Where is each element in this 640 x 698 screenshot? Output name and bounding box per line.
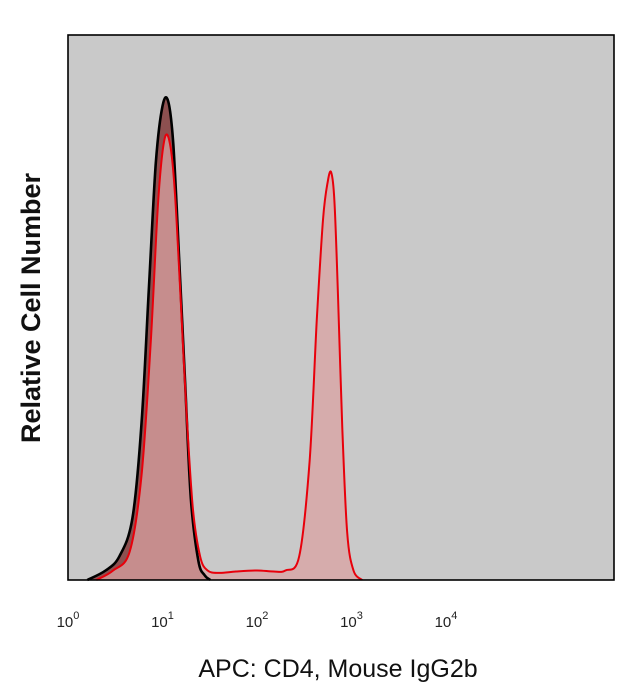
- x-tick-labels: 100 101 102 103 104: [57, 610, 458, 631]
- series-2-line: [95, 133, 363, 581]
- plot-frame: [67, 34, 615, 581]
- x-tick-label: 100: [57, 610, 80, 631]
- x-tick-label: 102: [246, 610, 269, 631]
- y-axis-label: Relative Cell Number: [16, 172, 46, 443]
- x-tick-label: 101: [151, 610, 174, 631]
- x-tick-label: 103: [340, 610, 363, 631]
- series-1-line: [86, 96, 212, 582]
- x-axis-label: APC: CD4, Mouse IgG2b: [198, 655, 477, 683]
- x-tick-label: 104: [435, 610, 458, 631]
- series-2-area: [96, 134, 363, 580]
- series-layer: [86, 96, 363, 582]
